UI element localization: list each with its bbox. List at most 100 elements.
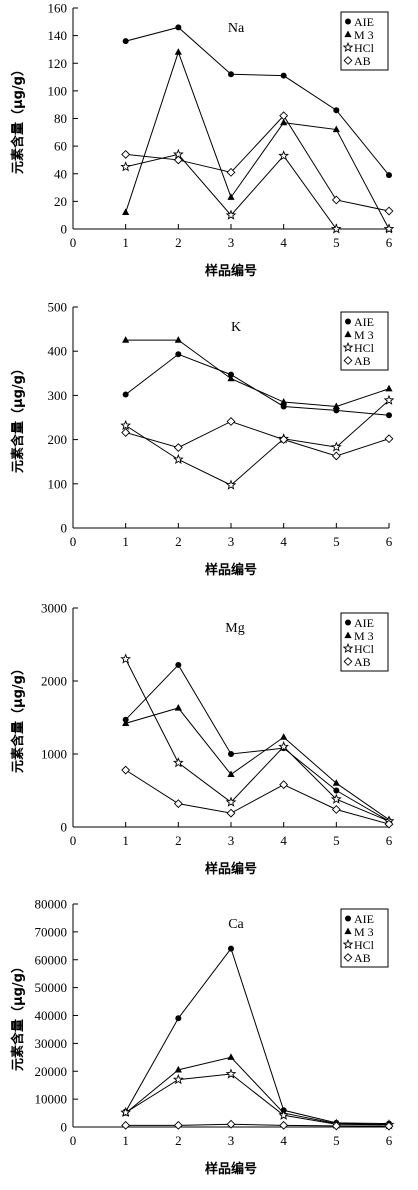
x-tick-label: 6: [386, 534, 393, 549]
legend-marker: [345, 619, 351, 626]
data-point: [175, 661, 182, 668]
data-point: [280, 733, 288, 740]
series-line: [125, 947, 390, 1125]
legend-label: AIE: [354, 912, 374, 926]
data-point: [331, 195, 341, 205]
legend-label: M 3: [354, 629, 374, 643]
data-point: [172, 757, 184, 768]
x-tick-label: 3: [228, 235, 235, 250]
y-tick-label: 160: [48, 1, 68, 16]
data-point: [384, 819, 394, 829]
series-line: [125, 339, 390, 407]
data-point: [173, 443, 183, 452]
data-point: [121, 765, 131, 775]
y-axis-label: 元素含量（μg/g）: [10, 662, 26, 773]
x-tick-label: 6: [386, 833, 393, 848]
y-axis-label: 元素含量（μg/g）: [10, 960, 26, 1071]
data-point: [174, 336, 182, 343]
x-tick-label: 5: [333, 534, 340, 549]
data-point: [122, 391, 129, 398]
data-point: [226, 808, 236, 818]
data-point: [278, 150, 290, 161]
data-point: [278, 741, 290, 752]
data-point: [279, 780, 289, 790]
data-point: [120, 419, 132, 431]
chart-panel-3: 0 1000 2000 3000 0 1 2 3 4 5 6 样品编号 元素含量（μg/g） Mg AIEM…: [10, 601, 395, 877]
x-tick-label: 2: [175, 833, 182, 848]
data-point: [172, 1073, 184, 1085]
x-tick-label: 5: [333, 833, 340, 848]
y-tick-label: 3000: [41, 601, 67, 616]
x-tick-label: 2: [175, 235, 182, 250]
series-line: [125, 114, 390, 212]
y-tick-label: 2000: [41, 674, 67, 689]
data-point: [120, 653, 132, 664]
series-line: [125, 1056, 390, 1125]
data-point: [333, 107, 340, 114]
x-axis-label: 样品编号: [205, 263, 257, 279]
legend-marker: [345, 18, 351, 25]
data-point: [174, 704, 182, 711]
legend-label: HCl: [354, 642, 375, 656]
y-tick-label: 20: [54, 194, 67, 209]
y-tick-label: 0: [61, 820, 68, 835]
legend-label: M 3: [354, 28, 374, 42]
y-tick-label: 40000: [35, 1008, 68, 1023]
data-point: [330, 793, 342, 804]
data-point: [175, 24, 182, 31]
chart-title: K: [231, 320, 241, 335]
legend-label: AB: [354, 354, 371, 368]
series-hcl: [120, 394, 395, 490]
x-axis-label: 样品编号: [205, 861, 257, 877]
data-point: [173, 155, 183, 165]
series-hcl: [120, 148, 395, 234]
legend-label: AIE: [354, 15, 374, 29]
legend-marker: [344, 631, 352, 639]
data-point: [330, 223, 342, 234]
y-tick-label: 60000: [35, 952, 68, 967]
series-line: [125, 420, 390, 457]
data-point: [120, 161, 132, 172]
x-tick-label: 0: [70, 1133, 77, 1148]
x-tick-label: 3: [228, 1133, 235, 1148]
y-tick-label: 70000: [35, 924, 68, 939]
data-point: [227, 374, 235, 382]
data-point: [122, 336, 130, 343]
x-tick-label: 0: [70, 235, 77, 250]
x-tick-label: 1: [122, 1133, 129, 1148]
y-tick-label: 400: [48, 344, 68, 359]
data-point: [228, 71, 234, 78]
y-tick-label: 50000: [35, 980, 68, 995]
legend-marker: [343, 356, 353, 365]
x-tick-label: 6: [386, 1133, 393, 1148]
y-tick-label: 0: [61, 1120, 68, 1135]
chart-panel-2: 0 100 200 300 400 500 0 1 2 3 4 5 6 样品编号 元素含量（μg/g） K AI…: [10, 300, 395, 578]
series-aie: [122, 24, 392, 179]
series-ab: [121, 417, 394, 461]
legend-marker: [344, 330, 352, 338]
x-tick-label: 1: [122, 833, 129, 848]
data-point: [279, 435, 289, 445]
series-ab: [121, 1119, 394, 1131]
x-tick-label: 1: [122, 235, 129, 250]
series-aie: [122, 945, 392, 1127]
legend-marker: [345, 915, 351, 922]
data-point: [227, 1053, 235, 1060]
data-point: [225, 796, 237, 807]
x-tick-label: 2: [175, 1133, 182, 1148]
x-tick-label: 6: [386, 235, 393, 250]
y-tick-label: 500: [48, 300, 68, 315]
data-point: [280, 72, 287, 79]
data-point: [280, 118, 288, 126]
data-point: [332, 779, 340, 786]
data-point: [120, 1106, 132, 1118]
y-tick-label: 1000: [41, 747, 67, 762]
data-point: [331, 805, 341, 814]
y-tick-label: 80000: [35, 897, 68, 912]
y-tick-label: 40: [54, 166, 67, 181]
data-point: [174, 48, 182, 55]
